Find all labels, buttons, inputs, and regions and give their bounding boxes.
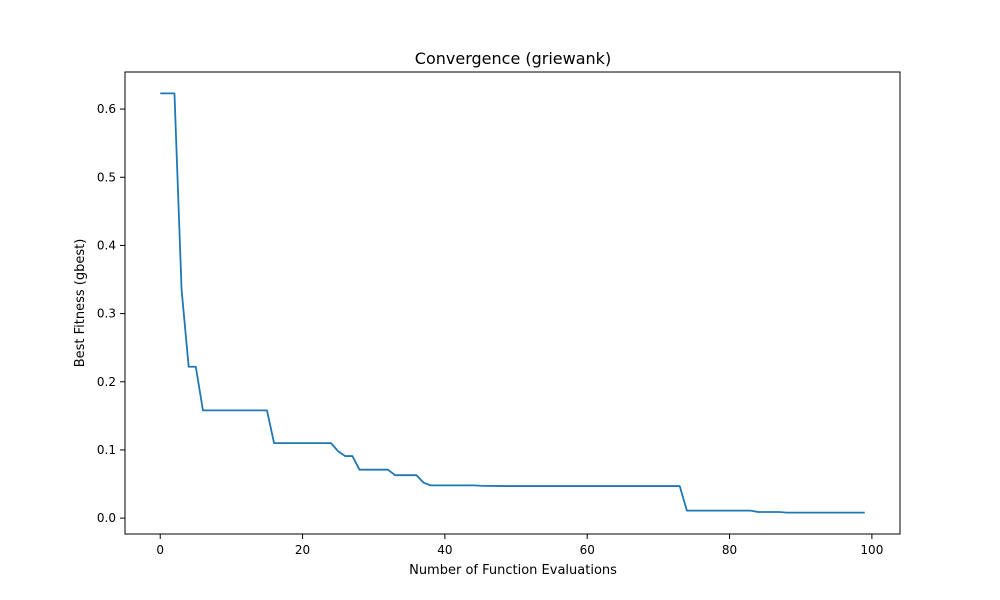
x-tick-label: 40 [437,543,452,557]
y-tick-label: 0.6 [97,102,116,116]
series-line-gbest [160,92,865,514]
plot-area [124,71,901,535]
y-tick-label: 0.2 [97,375,116,389]
x-tick-label: 80 [722,543,737,557]
chart-title: Convergence (griewank) [415,49,611,68]
x-tick-label: 60 [580,543,595,557]
x-tick-label: 20 [295,543,310,557]
x-tick-label: 0 [156,543,164,557]
x-axis-label: Number of Function Evaluations [409,563,617,578]
y-axis-label: Best Fitness (gbest) [73,239,88,368]
y-tick-label: 0.3 [97,307,116,321]
y-tick-label: 0.0 [97,511,116,525]
y-tick-label: 0.4 [97,238,116,252]
y-tick-label: 0.1 [97,443,116,457]
x-axis: 0 20 40 60 80 100 [156,534,883,557]
y-tick-label: 0.5 [97,170,116,184]
x-tick-label: 100 [860,543,883,557]
y-axis: 0.0 0.1 0.2 0.3 0.4 0.5 0.6 [97,102,125,525]
